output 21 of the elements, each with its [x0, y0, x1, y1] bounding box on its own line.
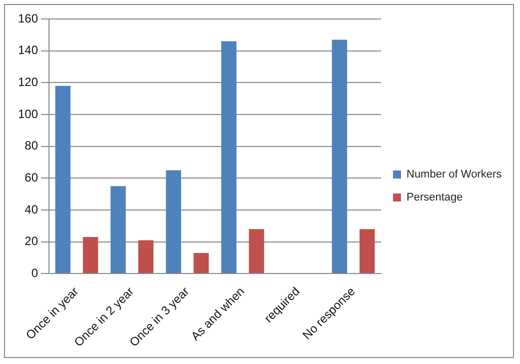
bar — [194, 252, 209, 274]
y-tick-label: 80 — [24, 138, 38, 153]
bar — [55, 86, 70, 274]
bar — [360, 229, 375, 274]
bar — [332, 40, 348, 274]
y-tick-label: 160 — [18, 11, 38, 26]
y-tick-label: 60 — [24, 170, 38, 184]
y-tick-label: 120 — [18, 74, 38, 89]
bar — [82, 237, 98, 274]
y-tick-label: 0 — [31, 266, 38, 280]
bar — [138, 240, 154, 274]
bar — [166, 170, 182, 274]
legend-label: Persentage — [406, 192, 463, 204]
bar — [221, 41, 236, 274]
legend-label: Number of Workers — [406, 168, 502, 181]
bar — [248, 229, 264, 274]
bar — [110, 186, 126, 274]
y-tick-label: 40 — [24, 202, 38, 216]
y-tick-label: 140 — [18, 43, 38, 58]
y-tick-label: 100 — [18, 106, 38, 121]
y-tick-label: 20 — [24, 234, 38, 248]
